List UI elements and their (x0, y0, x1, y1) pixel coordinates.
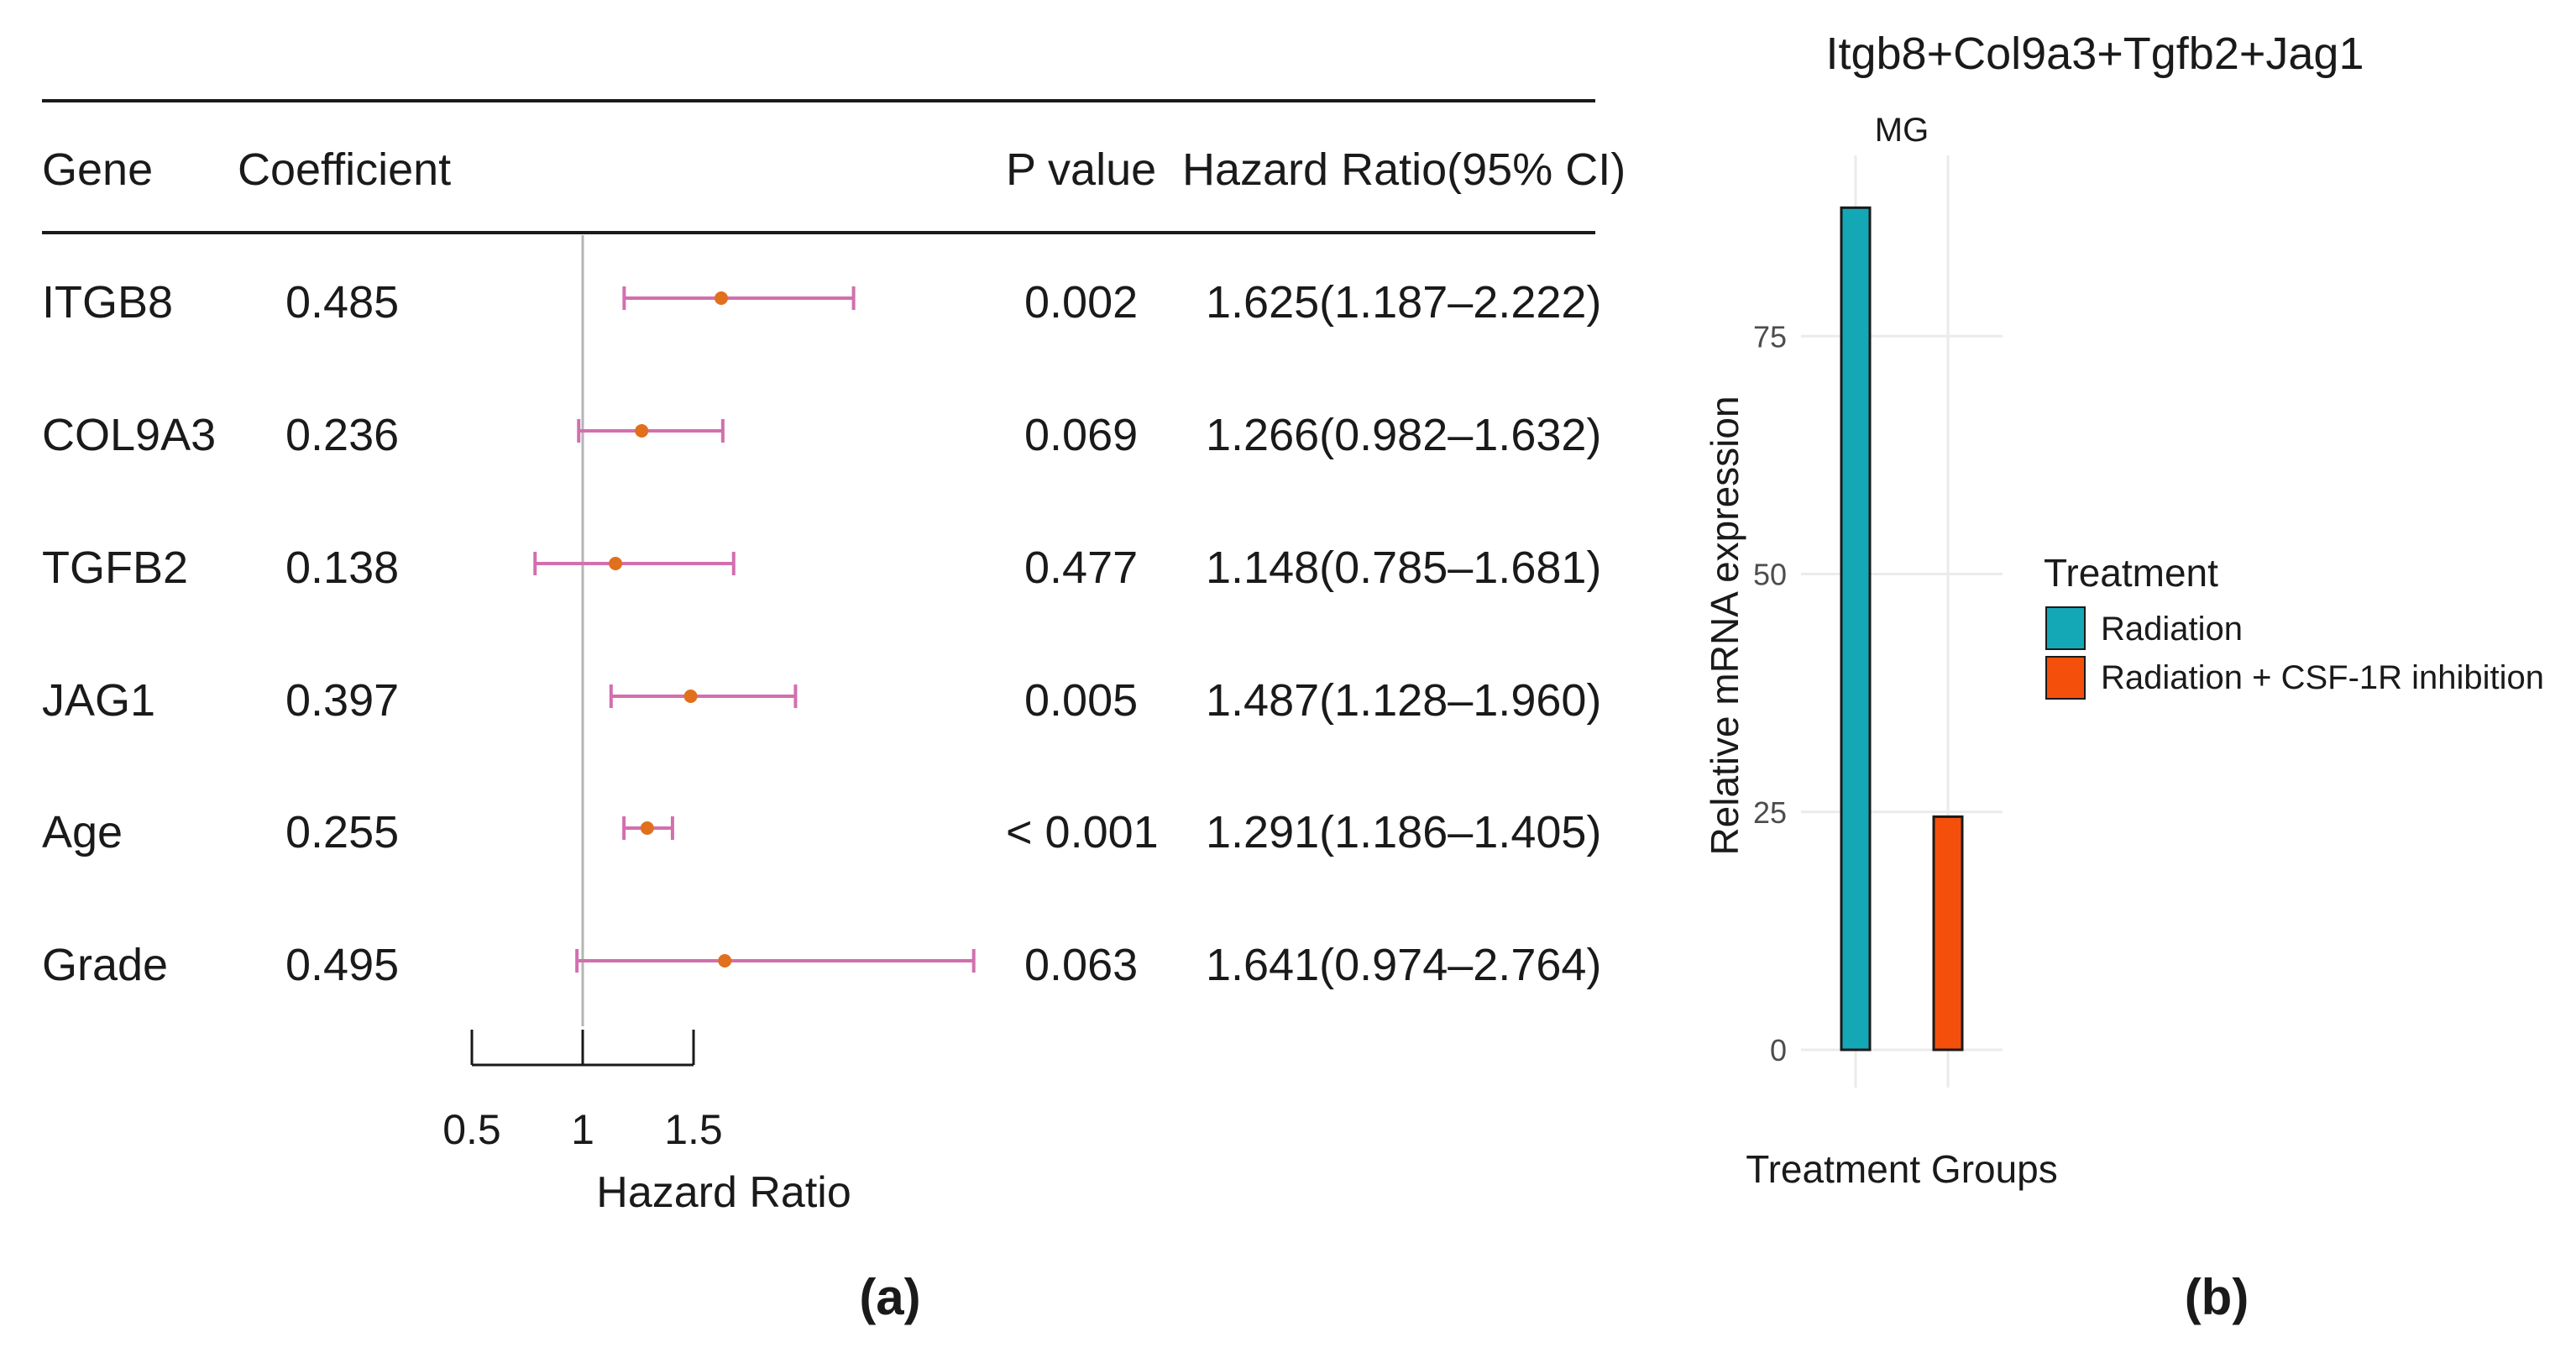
legend-title: Treatment (2044, 551, 2218, 595)
hazard-ratio-point (715, 291, 728, 305)
row-gene: COL9A3 (42, 410, 216, 460)
bar (1932, 815, 1964, 1051)
y-axis-label: Relative mRNA expression (1703, 396, 1746, 855)
row-gene: TGFB2 (42, 543, 188, 593)
row-gene: ITGB8 (42, 277, 173, 328)
row-gene: JAG1 (42, 675, 155, 726)
row-p-value: 0.063 (1024, 940, 1138, 990)
row-coefficient: 0.397 (285, 675, 399, 726)
row-gene: Age (42, 807, 123, 857)
legend-label-radiation: Radiation (2101, 611, 2243, 648)
panel-label-a: (a) (859, 1269, 920, 1325)
forest-x-tick-label: 1 (571, 1106, 594, 1153)
bar-chart-title: Itgb8+Col9a3+Tgfb2+Jag1 (1825, 29, 2364, 79)
header-p-value: P value (1006, 144, 1156, 195)
row-hazard-ratio: 1.625(1.187–2.222) (1206, 277, 1601, 328)
header-coefficient: Coefficient (238, 144, 451, 195)
bar-marks: 0 25 50 75 (1753, 155, 2003, 1088)
panel-label-b: (b) (2185, 1269, 2249, 1325)
legend-swatch-radiation (2045, 606, 2086, 650)
bar-chart-panel: Itgb8+Col9a3+Tgfb2+Jag1 MG 0 25 50 75 Relat… (1703, 29, 2544, 1325)
forest-x-tick-label: 1.5 (664, 1106, 723, 1153)
bar (1840, 206, 1872, 1051)
row-p-value: 0.005 (1024, 675, 1138, 726)
row-hazard-ratio: 1.266(0.982–1.632) (1206, 410, 1601, 460)
hazard-ratio-point (635, 424, 649, 438)
row-hazard-ratio: 1.291(1.186–1.405) (1206, 807, 1601, 857)
header-hazard-ratio: Hazard Ratio(95% CI) (1182, 144, 1626, 195)
row-coefficient: 0.485 (285, 277, 399, 328)
header-gene: Gene (42, 144, 153, 195)
x-axis-label: Treatment Groups (1746, 1147, 2058, 1191)
row-p-value: 0.069 (1024, 410, 1138, 460)
forest-plot-panel: Gene Coefficient P value Hazard Ratio(95… (42, 99, 1626, 1325)
row-coefficient: 0.236 (285, 410, 399, 460)
row-p-value: 0.002 (1024, 277, 1138, 328)
legend-label-combination: Radiation + CSF-1R inhibition (2101, 659, 2544, 696)
hazard-ratio-point (609, 557, 623, 570)
y-tick-label: 75 (1753, 319, 1787, 354)
forest-x-axis-label: Hazard Ratio (596, 1168, 851, 1217)
row-coefficient: 0.255 (285, 807, 399, 857)
y-tick-label: 25 (1753, 795, 1787, 830)
row-p-value: < 0.001 (1006, 807, 1159, 857)
row-gene: Grade (42, 940, 168, 990)
legend-swatch-combination (2045, 656, 2086, 700)
row-coefficient: 0.495 (285, 940, 399, 990)
facet-strip-label: MG (1875, 112, 1929, 149)
row-coefficient: 0.138 (285, 543, 399, 593)
hazard-ratio-point (640, 821, 654, 835)
row-hazard-ratio: 1.641(0.974–2.764) (1206, 940, 1601, 990)
y-tick-label: 0 (1770, 1033, 1787, 1067)
row-p-value: 0.477 (1024, 543, 1138, 593)
forest-marks: 0.5 1 1.5 (442, 235, 976, 1153)
forest-x-tick-label: 0.5 (442, 1106, 501, 1153)
hazard-ratio-point (683, 690, 698, 703)
y-tick-label: 50 (1753, 558, 1787, 592)
row-hazard-ratio: 1.487(1.128–1.960) (1206, 675, 1601, 726)
hazard-ratio-point (718, 954, 732, 968)
legend: Treatment Radiation Radiation + CSF-1R i… (2044, 551, 2544, 700)
row-hazard-ratio: 1.148(0.785–1.681) (1206, 543, 1601, 593)
